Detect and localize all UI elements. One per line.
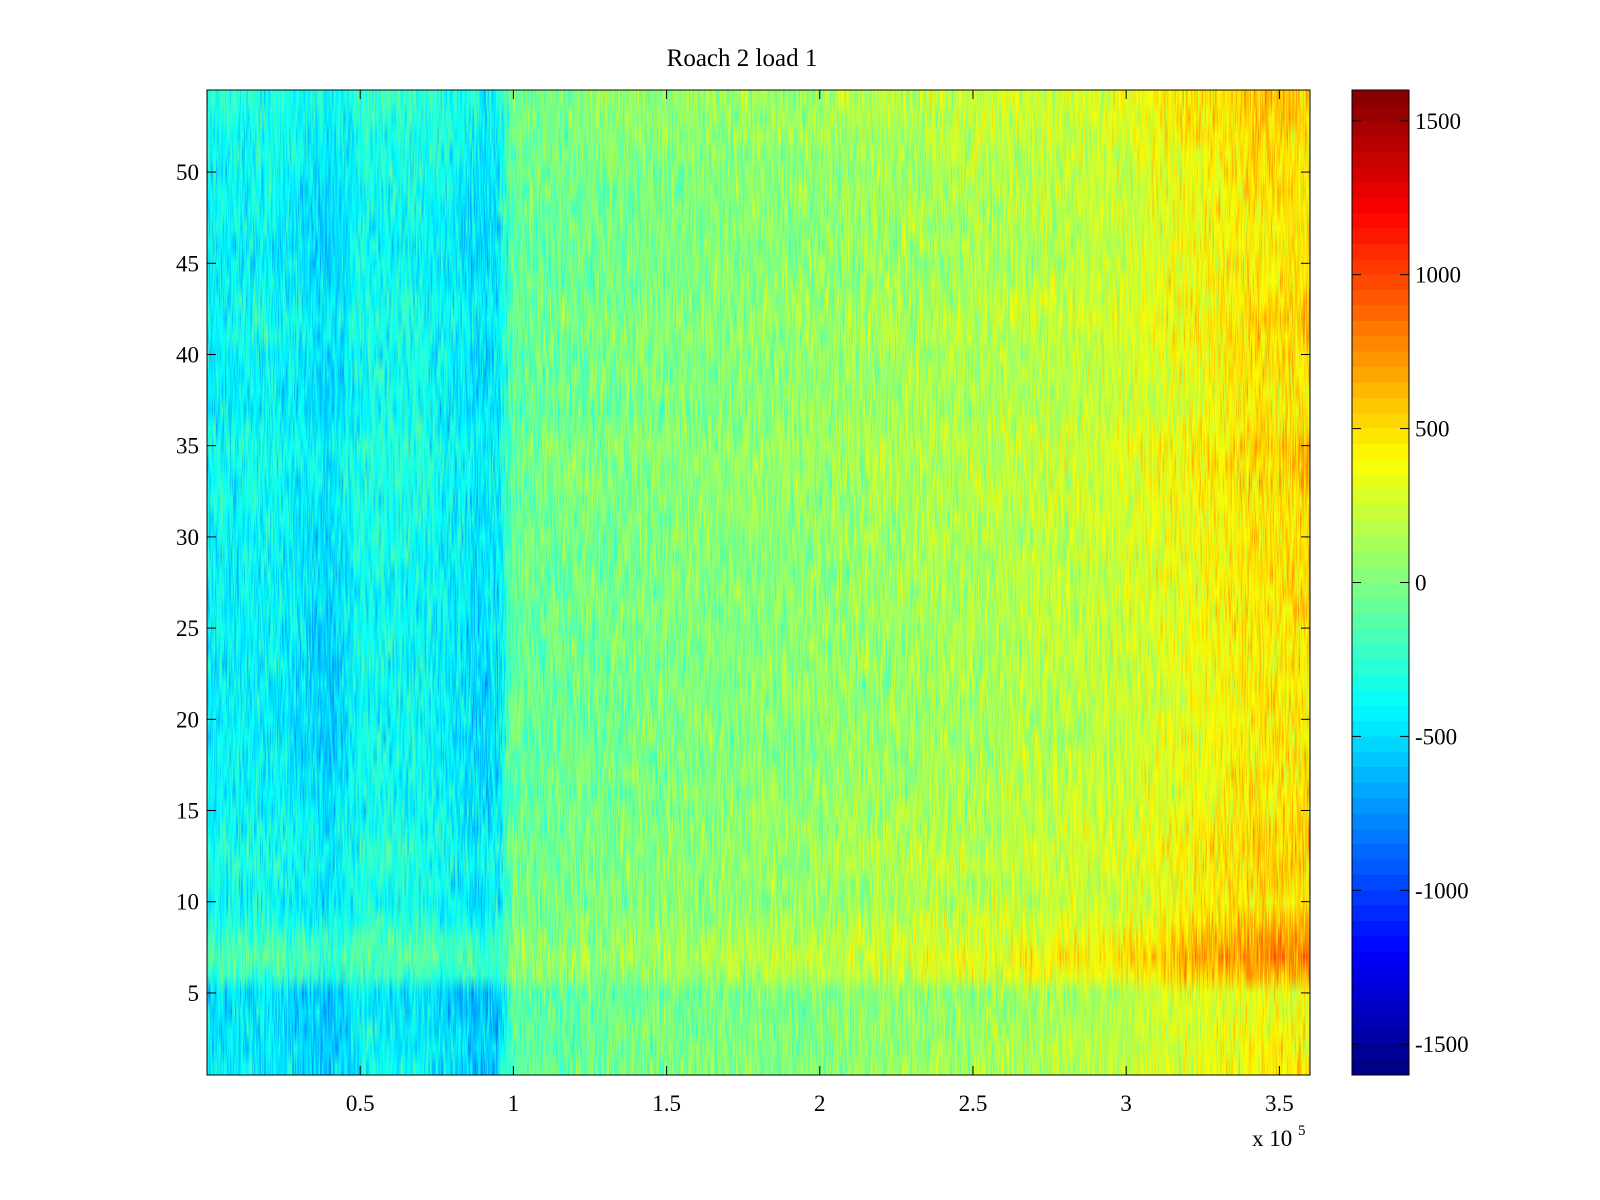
x-tick-label: 3.5 <box>1265 1091 1294 1116</box>
colorbar-axis: 1500 1000 500 0 -500 -1000 -1500 <box>1352 109 1469 1057</box>
x-axis-exponent-base: x 10 <box>1252 1126 1292 1151</box>
colorbar-tick-label: 500 <box>1415 417 1450 442</box>
plot-area-frame <box>206 89 1311 1076</box>
y-tick-label: 25 <box>176 616 199 641</box>
x-tick-label: 0.5 <box>346 1091 375 1116</box>
y-tick-label: 50 <box>176 160 199 185</box>
y-axis: 5 10 15 20 25 30 35 40 45 50 <box>176 160 1310 1006</box>
colorbar-tick-label: -1500 <box>1415 1032 1469 1057</box>
colorbar-tick-label: 1000 <box>1415 263 1461 288</box>
x-axis-exponent-power: 5 <box>1298 1123 1306 1139</box>
colorbar-tick-label: -500 <box>1415 724 1457 749</box>
chart-title: Roach 2 load 1 <box>667 45 818 72</box>
y-tick-label: 5 <box>188 981 200 1006</box>
y-tick-label: 35 <box>176 434 199 459</box>
y-tick-label: 15 <box>176 799 199 824</box>
y-tick-label: 30 <box>176 525 199 550</box>
x-axis-exponent: x 10 5 <box>1252 1123 1306 1151</box>
x-tick-label: 2.5 <box>959 1091 988 1116</box>
x-tick-label: 3 <box>1120 1091 1132 1116</box>
colorbar-gradient <box>1352 90 1409 1075</box>
y-tick-label: 20 <box>176 707 199 732</box>
heatmap-cells <box>207 90 1310 1075</box>
y-tick-label: 10 <box>176 890 199 915</box>
colorbar-tick-label: 1500 <box>1415 109 1461 134</box>
x-tick-label: 1 <box>508 1091 520 1116</box>
x-axis: 0.5 1 1.5 2 2.5 3 3.5 <box>346 90 1294 1116</box>
x-tick-label: 1.5 <box>652 1091 681 1116</box>
colorbar-tick-label: -1000 <box>1415 878 1469 903</box>
y-tick-label: 45 <box>176 251 199 276</box>
colorbar-tick-label: 0 <box>1415 571 1427 596</box>
x-tick-label: 2 <box>814 1091 826 1116</box>
y-tick-label: 40 <box>176 342 199 367</box>
